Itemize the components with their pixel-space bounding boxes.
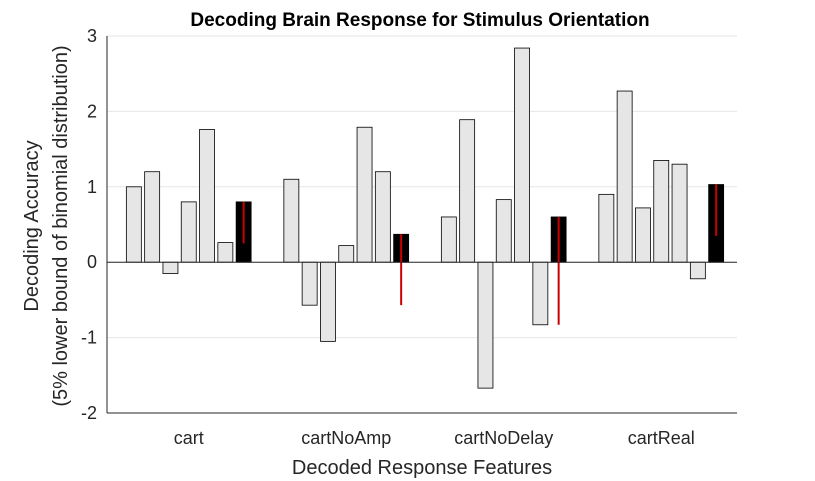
x-tick-label: cartNoAmp xyxy=(301,428,391,448)
y-tick-label: -1 xyxy=(81,328,97,348)
subject-bar xyxy=(356,126,373,263)
subject-bar xyxy=(671,163,688,263)
tick-labels: cart cartNoAmp cartNoDelay cartReal -2 -1 0 1 2 3 xyxy=(81,26,695,448)
y-tick-label: 0 xyxy=(87,252,97,272)
subject-bar xyxy=(635,207,651,263)
bars xyxy=(125,47,725,389)
subject-bar xyxy=(162,261,179,274)
subject-bar xyxy=(144,171,161,263)
chart-title: Decoding Brain Response for Stimulus Ori… xyxy=(190,10,649,31)
x-axis-label: Decoded Response Features xyxy=(292,457,552,479)
subject-bar xyxy=(338,245,355,263)
y-tick-label: 1 xyxy=(87,177,97,197)
x-tick-label: cart xyxy=(174,428,204,448)
subject-bar xyxy=(653,160,670,263)
subject-bar xyxy=(374,171,391,263)
subject-bar xyxy=(320,261,336,342)
y-axis-label-secondary: (5% lower bound of binomial distribution… xyxy=(50,45,72,406)
subject-bar xyxy=(616,90,633,263)
subject-bar xyxy=(495,199,512,263)
subject-bar xyxy=(440,216,457,263)
subject-bar xyxy=(283,178,300,263)
y-tick-label: 3 xyxy=(87,26,97,46)
axes xyxy=(106,36,737,414)
subject-bar xyxy=(532,261,549,326)
subject-bar xyxy=(477,261,494,389)
subject-bar xyxy=(514,47,530,263)
subject-bar xyxy=(180,201,197,263)
x-tick-label: cartReal xyxy=(628,428,695,448)
subject-bar xyxy=(598,193,615,263)
y-tick-label: 2 xyxy=(87,101,97,121)
subject-bar xyxy=(125,186,142,263)
subject-bar xyxy=(199,129,215,263)
subject-bar xyxy=(459,119,476,263)
y-axis-label: Decoding Accuracy xyxy=(21,140,43,311)
subject-bar xyxy=(301,261,318,306)
y-tick-label: -2 xyxy=(81,403,97,423)
subject-bar xyxy=(689,261,706,280)
x-tick-label: cartNoDelay xyxy=(454,428,553,448)
subject-bar xyxy=(217,242,234,263)
